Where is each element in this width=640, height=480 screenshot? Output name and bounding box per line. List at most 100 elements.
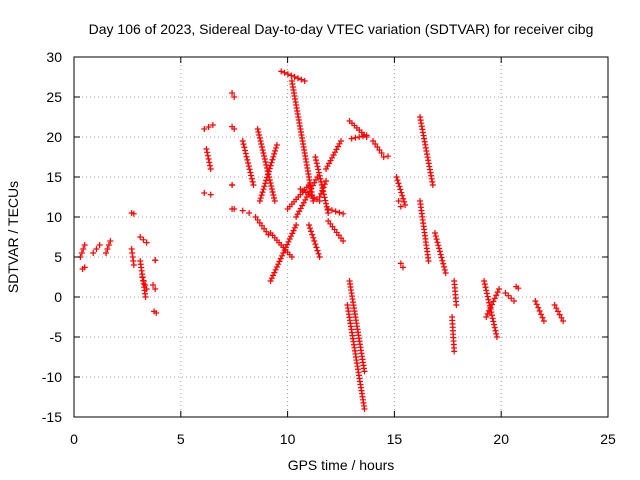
data-point [207,166,214,172]
data-point [502,290,509,296]
data-point [439,257,446,264]
data-point [264,174,271,181]
data-point [536,308,543,314]
data-point [206,159,213,166]
data-point [229,182,236,188]
data-point [277,255,284,262]
data-point [281,69,288,76]
data-point [490,298,497,305]
data-point [286,236,293,242]
data-point [268,275,275,282]
data-point [143,239,150,246]
data-point [105,242,112,248]
data-point [271,150,278,157]
data-point [271,269,278,276]
data-point [384,153,391,160]
data-point [493,330,500,337]
data-point [261,153,268,159]
data-point [327,157,334,164]
data-point [81,242,88,248]
data-point [280,250,287,256]
data-point [267,180,274,186]
data-point [267,162,274,169]
x-tick-label: 20 [493,431,509,447]
data-point [323,166,330,172]
data-point [239,207,246,214]
data-point [316,194,323,200]
data-point [380,154,387,160]
data-point [363,132,370,139]
data-point [130,210,137,217]
data-point [436,248,443,255]
data-point [515,285,522,292]
y-tick-label: 25 [46,89,62,105]
data-point [485,296,492,303]
data-point [338,138,344,144]
data-point [273,144,280,151]
data-point [311,238,318,244]
data-point [348,135,355,142]
data-point [201,190,208,196]
data-point [330,152,337,158]
data-point [209,122,216,128]
data-point [207,191,214,198]
data-point [104,246,111,252]
data-point [260,150,267,156]
data-point [309,231,316,238]
data-point [393,174,400,180]
data-point [273,264,280,270]
y-tick-label: -15 [42,409,62,425]
y-tick-label: 20 [46,129,62,145]
data-point [298,76,305,83]
data-point [317,190,324,197]
data-point [242,147,249,154]
data-point [482,284,489,291]
data-point [137,234,144,240]
data-point [322,197,329,204]
data-point [314,163,321,170]
data-point [257,138,264,144]
data-point [484,293,491,300]
data-point [314,247,321,254]
data-point [310,234,317,241]
data-point [278,68,285,75]
data-point [359,133,366,140]
data-point [80,246,87,252]
data-point [273,142,280,148]
data-point [316,172,323,179]
data-point [206,162,213,169]
data-point [96,242,103,248]
y-tick-label: 15 [46,169,62,185]
data-point [318,178,325,185]
data-point [400,195,407,202]
y-tick-label: 30 [46,49,62,65]
data-point [289,230,296,237]
data-point [378,150,385,156]
data-point [451,348,458,355]
data-point [324,163,331,170]
data-points [77,68,567,412]
data-point [270,192,277,198]
data-point [533,301,540,308]
data-point [305,222,312,228]
y-axis-label: SDTVAR / TECUs [5,181,21,293]
data-point [205,156,212,162]
chart-title: Day 106 of 2023, Sidereal Day-to-day VTE… [89,21,594,37]
data-point [315,166,322,173]
data-point [491,321,498,328]
data-point [285,238,292,245]
data-point [340,210,347,217]
data-point [361,368,368,375]
data-point [103,250,110,256]
data-point [496,286,503,292]
data-point [336,209,343,216]
data-point [490,318,497,325]
data-point [434,239,441,246]
data-point [293,222,300,228]
data-point [313,160,320,167]
data-point [441,266,448,273]
data-point [397,186,404,193]
x-tick-label: 10 [280,431,296,447]
data-point [429,182,436,188]
data-point [492,327,499,334]
